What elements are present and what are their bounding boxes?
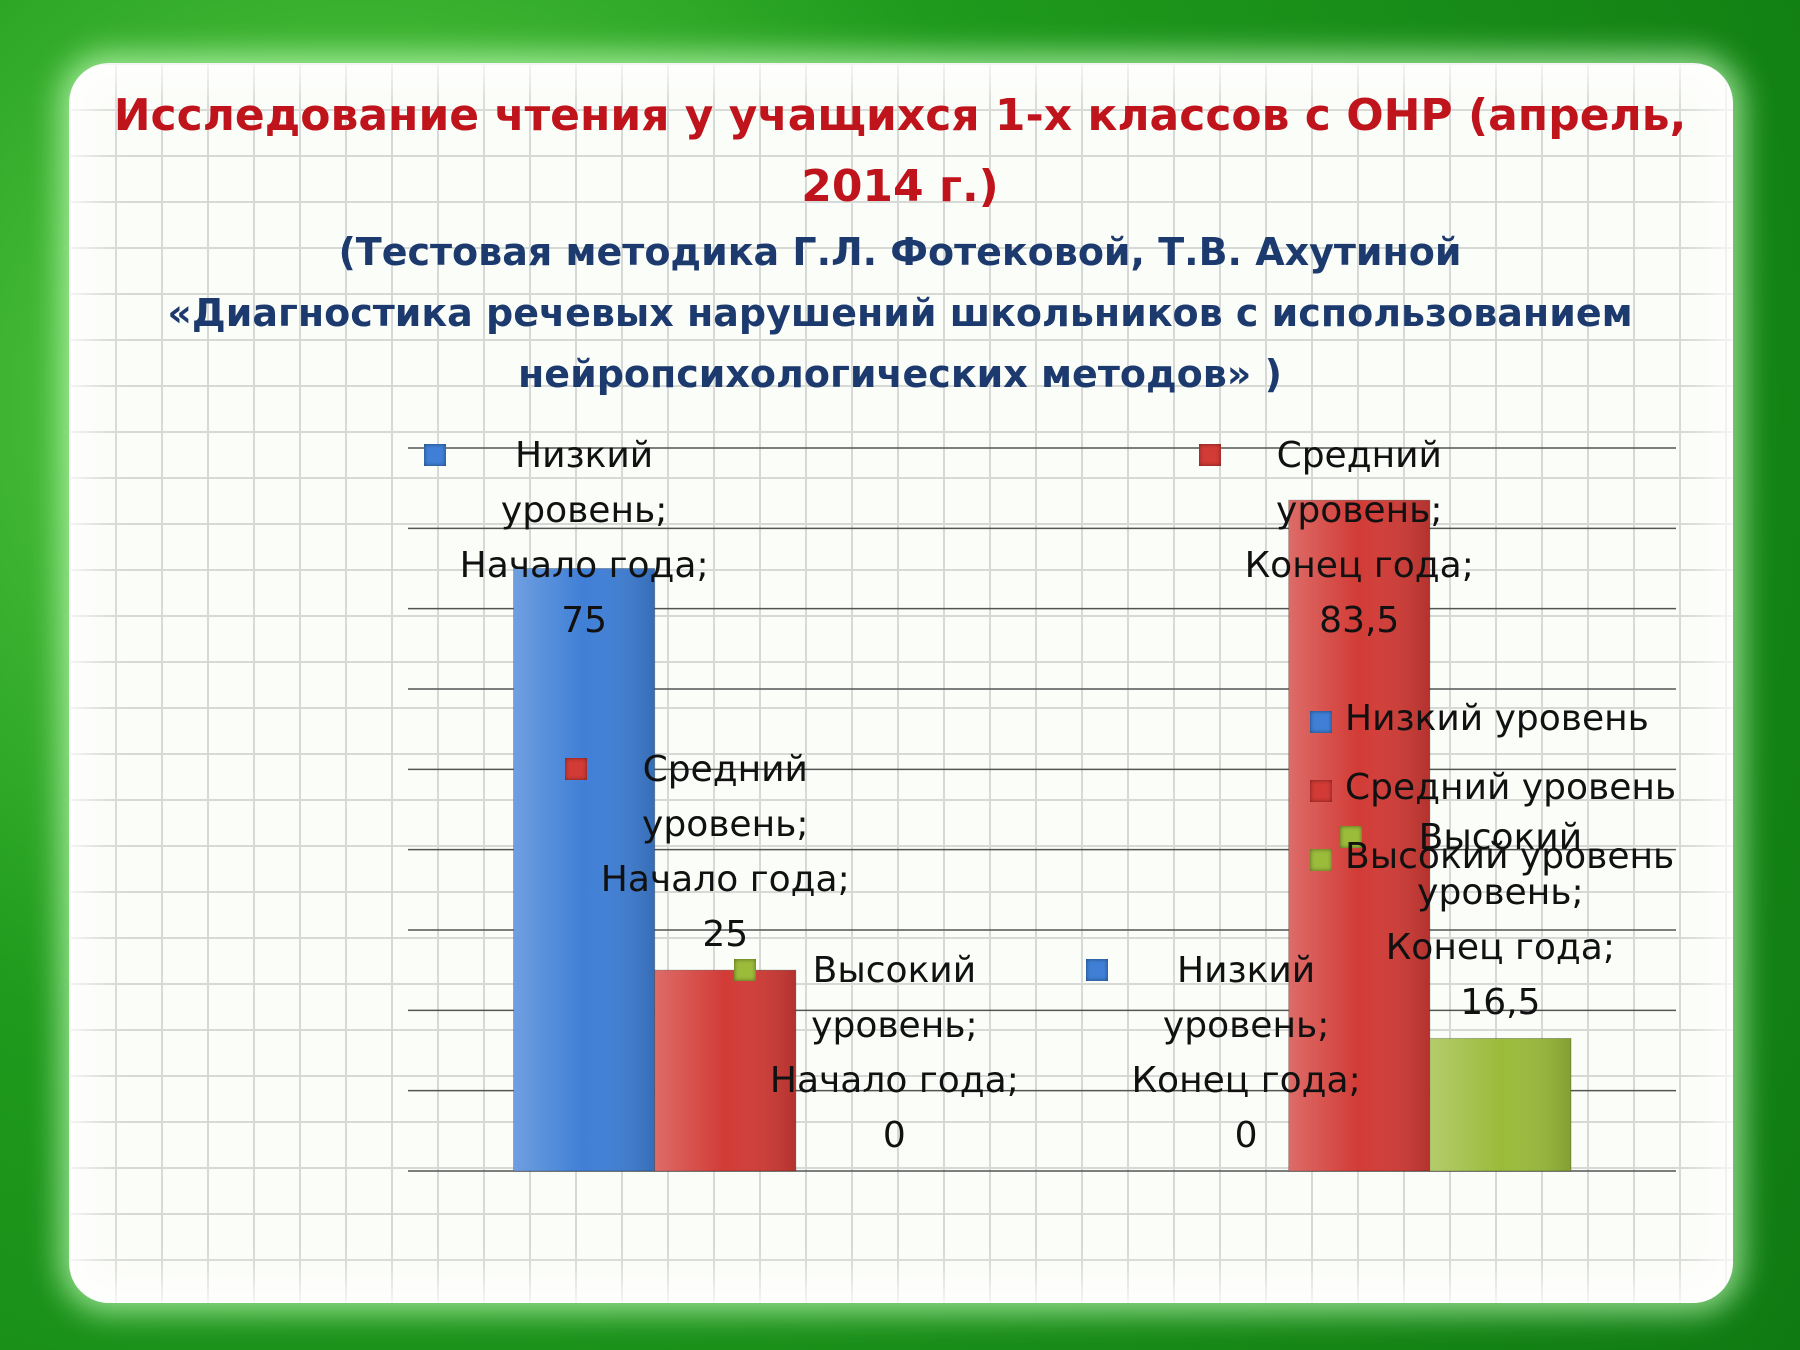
paper-panel [69, 63, 1733, 1303]
legend-entry: Средний уровень [1345, 767, 1677, 808]
data-label: Средний уровень; Конец года; 83,5 [1244, 435, 1474, 641]
bar-shade [1429, 1038, 1571, 1171]
bar-shade [513, 568, 655, 1171]
label-swatch [1086, 959, 1109, 981]
label-swatch [424, 444, 447, 466]
legend-entry: Низкий уровень [1345, 698, 1649, 739]
legend-swatch [1310, 780, 1332, 802]
data-label: Низкий уровень; Конец года; 0 [1131, 950, 1361, 1156]
label-swatch [1199, 444, 1222, 466]
legend-swatch [1310, 849, 1332, 871]
legend-swatch [1310, 711, 1332, 733]
chart-subtitle: (Тестовая методика Г.Л. Фотековой, Т.В. … [338, 230, 1462, 274]
label-swatch [734, 959, 757, 981]
data-label: Высокий уровень; Начало года; 0 [769, 950, 1019, 1156]
method-title: «Диагностика речевых нарушений школьнико… [167, 291, 1633, 396]
bar-shade [654, 970, 796, 1171]
label-swatch [565, 758, 588, 781]
data-label: Высокий уровень; Конец года; 16,5 [1385, 817, 1615, 1024]
chart-title: Исследование чтения у учащихся 1-х класс… [113, 90, 1687, 212]
data-label: Низкий уровень; Начало года; 75 [459, 435, 709, 641]
data-label: Средний уровень; Начало года; 25 [600, 749, 850, 956]
legend-entry: Высокий уровень [1345, 836, 1675, 877]
label-swatch [1340, 826, 1363, 849]
